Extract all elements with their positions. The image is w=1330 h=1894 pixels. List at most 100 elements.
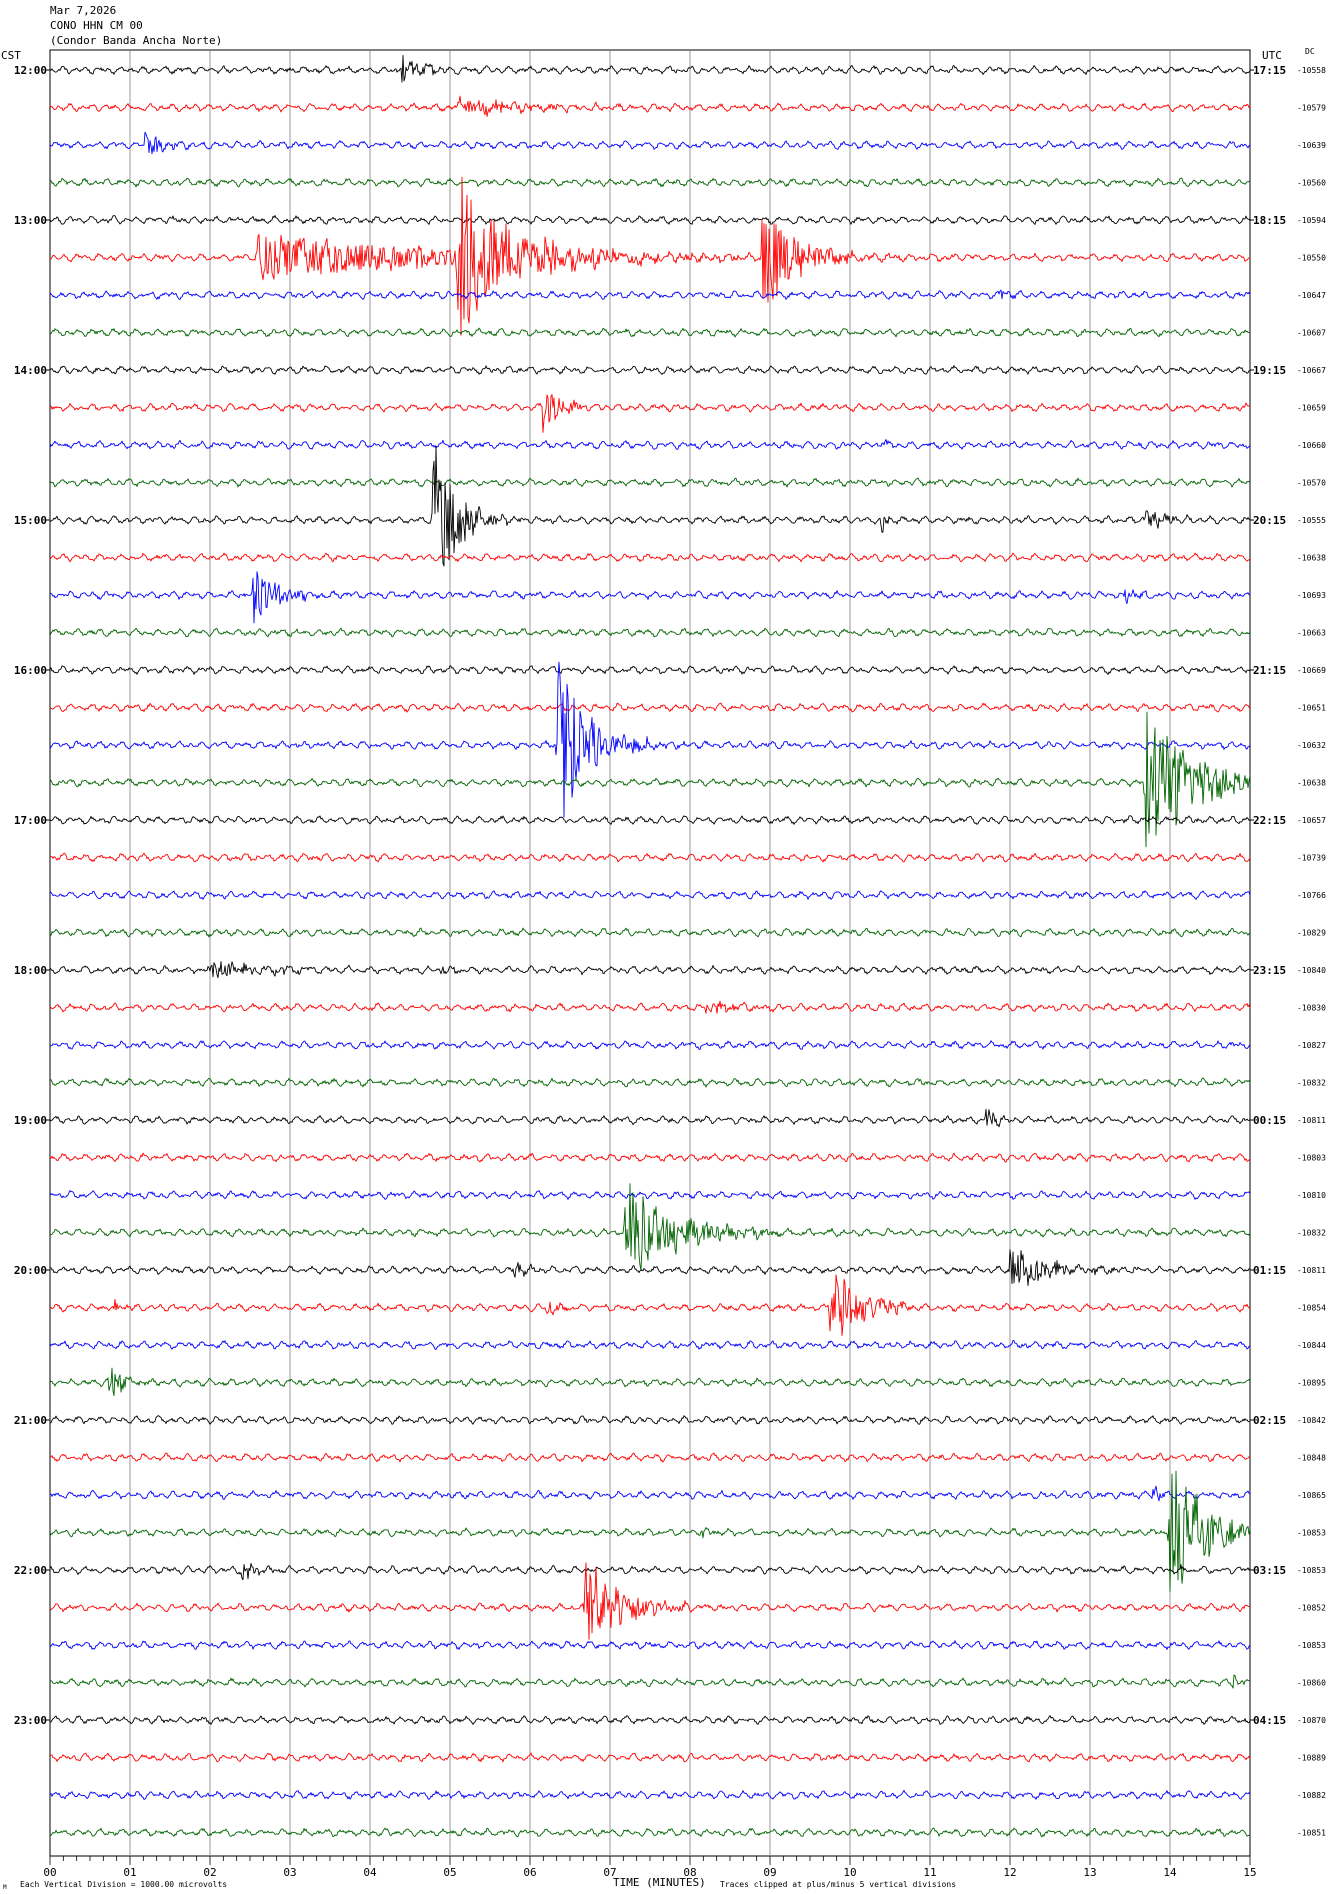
dc-offset-label: -10632 [1297, 741, 1326, 750]
cst-hour-label: 15:00 [14, 514, 47, 527]
dc-offset-label: -10803 [1297, 1154, 1326, 1163]
header-date: Mar 7,2026 [50, 4, 117, 17]
utc-label: UTC [1262, 49, 1282, 62]
dc-label: DC [1305, 47, 1315, 56]
seismic-trace-line-12 [49, 445, 1251, 567]
utc-hour-label: 18:15 [1253, 214, 1286, 227]
dc-offset-label: -10889 [1297, 1754, 1326, 1763]
dc-offset-label: -10865 [1297, 1491, 1326, 1500]
seismic-trace-line-3 [49, 177, 1251, 188]
utc-hour-label: 17:15 [1253, 64, 1286, 77]
seismic-trace-line-1 [49, 95, 1251, 117]
dc-offset-label: -10669 [1297, 666, 1326, 675]
x-tick-label: 07 [603, 1866, 616, 1879]
dc-offset-label: -10639 [1297, 141, 1326, 150]
cst-label: CST [1, 49, 21, 62]
utc-hour-label: 20:15 [1253, 514, 1286, 527]
dc-offset-label: -10638 [1297, 554, 1326, 563]
seismic-trace-line-14 [49, 571, 1251, 624]
seismic-trace-line-21 [49, 852, 1251, 863]
dc-offset-label: -10811 [1297, 1266, 1326, 1275]
seismic-trace-line-23 [49, 927, 1251, 938]
dc-offset-label: -10659 [1297, 404, 1326, 413]
seismic-trace-line-39 [49, 1470, 1251, 1592]
scale-note: Each Vertical Division = 1000.00 microvo… [20, 1880, 228, 1889]
x-tick-label: 10 [843, 1866, 856, 1879]
dc-offset-label: -10638 [1297, 779, 1326, 788]
cst-hour-label: 12:00 [14, 64, 47, 77]
utc-hour-label: 00:15 [1253, 1114, 1286, 1127]
utc-hour-label: 23:15 [1253, 964, 1286, 977]
header-station: CONO HHN CM 00 [50, 19, 143, 32]
x-tick-label: 14 [1163, 1866, 1177, 1879]
seismic-trace-line-8 [49, 365, 1251, 375]
x-tick-label: 13 [1083, 1866, 1096, 1879]
cst-hour-label: 19:00 [14, 1114, 47, 1127]
dc-offset-label: -10558 [1297, 66, 1326, 75]
seismic-trace-line-33 [49, 1274, 1251, 1336]
cst-hour-label: 14:00 [14, 364, 47, 377]
trace-layer [49, 54, 1251, 1838]
x-tick-label: 01 [123, 1866, 136, 1879]
cst-hour-label: 22:00 [14, 1564, 47, 1577]
seismic-trace-line-29 [49, 1152, 1251, 1163]
x-tick-label: 00 [43, 1866, 56, 1879]
utc-hour-label: 22:15 [1253, 814, 1286, 827]
dc-offset-label: -10895 [1297, 1379, 1326, 1388]
dc-offset-label: -10842 [1297, 1416, 1326, 1425]
dc-offset-label: -10560 [1297, 179, 1326, 188]
seismic-trace-line-45 [49, 1752, 1251, 1763]
dc-offset-label: -10663 [1297, 629, 1326, 638]
seismic-trace-line-30 [49, 1190, 1251, 1200]
cst-hour-label: 13:00 [14, 214, 47, 227]
dc-offset-label: -10579 [1297, 104, 1326, 113]
seismic-trace-line-47 [49, 1827, 1251, 1838]
dc-offset-label: -10853 [1297, 1641, 1326, 1650]
seismic-trace-line-9 [49, 394, 1251, 433]
seismic-trace-line-11 [49, 477, 1251, 488]
dc-offset-label: -10651 [1297, 704, 1326, 713]
seismic-trace-line-4 [49, 215, 1251, 225]
cst-hour-label: 18:00 [14, 964, 47, 977]
seismic-trace-line-32 [49, 1249, 1250, 1286]
utc-hour-label: 02:15 [1253, 1414, 1286, 1427]
dc-offset-label: -10594 [1297, 216, 1326, 225]
seismic-trace-line-22 [49, 890, 1251, 900]
seismic-trace-line-31 [49, 1183, 1251, 1271]
x-tick-label: 09 [763, 1866, 776, 1879]
x-tick-label: 05 [443, 1866, 456, 1879]
seismic-trace-line-25 [49, 1000, 1251, 1014]
x-tick-label: 03 [283, 1866, 296, 1879]
seismic-trace-line-17 [49, 702, 1251, 713]
seismic-trace-line-42 [49, 1640, 1251, 1650]
dc-offset-label: -10647 [1297, 291, 1326, 300]
dc-offset-label: -10550 [1297, 254, 1326, 263]
corner-mark: M [3, 1884, 7, 1891]
seismic-trace-line-13 [49, 552, 1251, 563]
seismic-trace-line-2 [49, 131, 1251, 155]
seismic-trace-line-15 [49, 627, 1251, 638]
x-tick-label: 11 [923, 1866, 936, 1879]
seismic-trace-line-10 [49, 439, 1251, 450]
header-site: (Condor Banda Ancha Norte) [50, 34, 223, 47]
dc-offset-label: -10667 [1297, 366, 1326, 375]
dc-offset-label: -10853 [1297, 1529, 1326, 1538]
x-axis-title: TIME (MINUTES) [613, 1876, 706, 1889]
dc-offset-label: -10830 [1297, 1004, 1326, 1013]
seismic-trace-line-44 [49, 1715, 1251, 1725]
x-tick-label: 04 [363, 1866, 377, 1879]
utc-hour-label: 01:15 [1253, 1264, 1286, 1277]
x-tick-label: 06 [523, 1866, 536, 1879]
seismic-trace-line-28 [49, 1108, 1251, 1128]
x-tick-label: 12 [1003, 1866, 1016, 1879]
x-tick-label: 08 [683, 1866, 696, 1879]
clip-note: Traces clipped at plus/minus 5 vertical … [720, 1880, 957, 1889]
dc-offset-label: -10852 [1297, 1604, 1326, 1613]
dc-offset-label: -10555 [1297, 516, 1326, 525]
utc-hour-label: 03:15 [1253, 1564, 1286, 1577]
dc-offset-label: -10854 [1297, 1304, 1326, 1313]
seismic-trace-line-36 [49, 1415, 1251, 1425]
seismic-trace-line-35 [49, 1367, 1251, 1397]
dc-offset-label: -10739 [1297, 854, 1326, 863]
